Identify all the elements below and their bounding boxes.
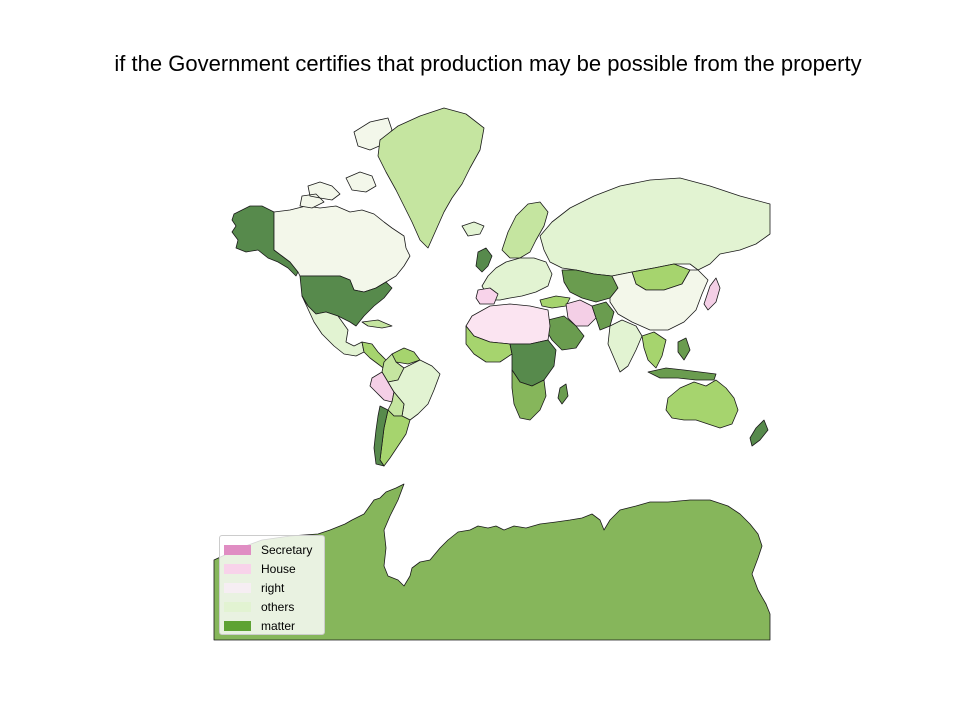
map-legend: Secretary House right others matter (219, 535, 325, 635)
map-title: if the Government certifies that product… (114, 51, 862, 76)
region-indonesia (647, 367, 717, 381)
region-europe (481, 257, 553, 301)
region-arctic-islands (299, 117, 393, 209)
region-canada (273, 205, 411, 293)
region-australia (665, 379, 739, 429)
region-antarctica (213, 483, 771, 641)
region-iran (565, 299, 597, 327)
region-iceland (461, 221, 485, 237)
legend-swatch (224, 621, 251, 632)
region-japan (703, 277, 721, 311)
region-uk (475, 247, 493, 273)
region-madagascar (557, 383, 569, 405)
legend-swatch (224, 563, 251, 574)
region-scandinavia (501, 201, 549, 259)
region-greenland (377, 107, 485, 249)
region-new-zealand (749, 419, 769, 447)
legend-item: others (224, 598, 324, 617)
legend-item: right (224, 578, 324, 597)
legend-label: right (261, 580, 285, 595)
legend-item: matter (224, 617, 324, 636)
region-se-asia (641, 331, 667, 369)
region-india (607, 319, 643, 373)
region-chile (373, 405, 389, 467)
legend-label: Secretary (261, 542, 313, 557)
region-southern-africa (511, 369, 547, 421)
legend-swatch (224, 582, 251, 593)
region-turkey (539, 295, 571, 309)
region-russia (539, 177, 771, 277)
region-west-africa (465, 325, 513, 363)
region-china (609, 269, 709, 331)
region-philippines (677, 337, 691, 361)
legend-item: House (224, 559, 324, 578)
region-spain (475, 287, 499, 305)
legend-label: matter (261, 619, 296, 634)
legend-swatch (224, 602, 251, 613)
legend-swatch (224, 544, 251, 555)
region-mexico (301, 295, 365, 357)
legend-label: others (261, 600, 295, 615)
legend-item: Secretary (224, 540, 324, 559)
legend-label: House (261, 561, 296, 576)
region-cuba (361, 319, 393, 329)
